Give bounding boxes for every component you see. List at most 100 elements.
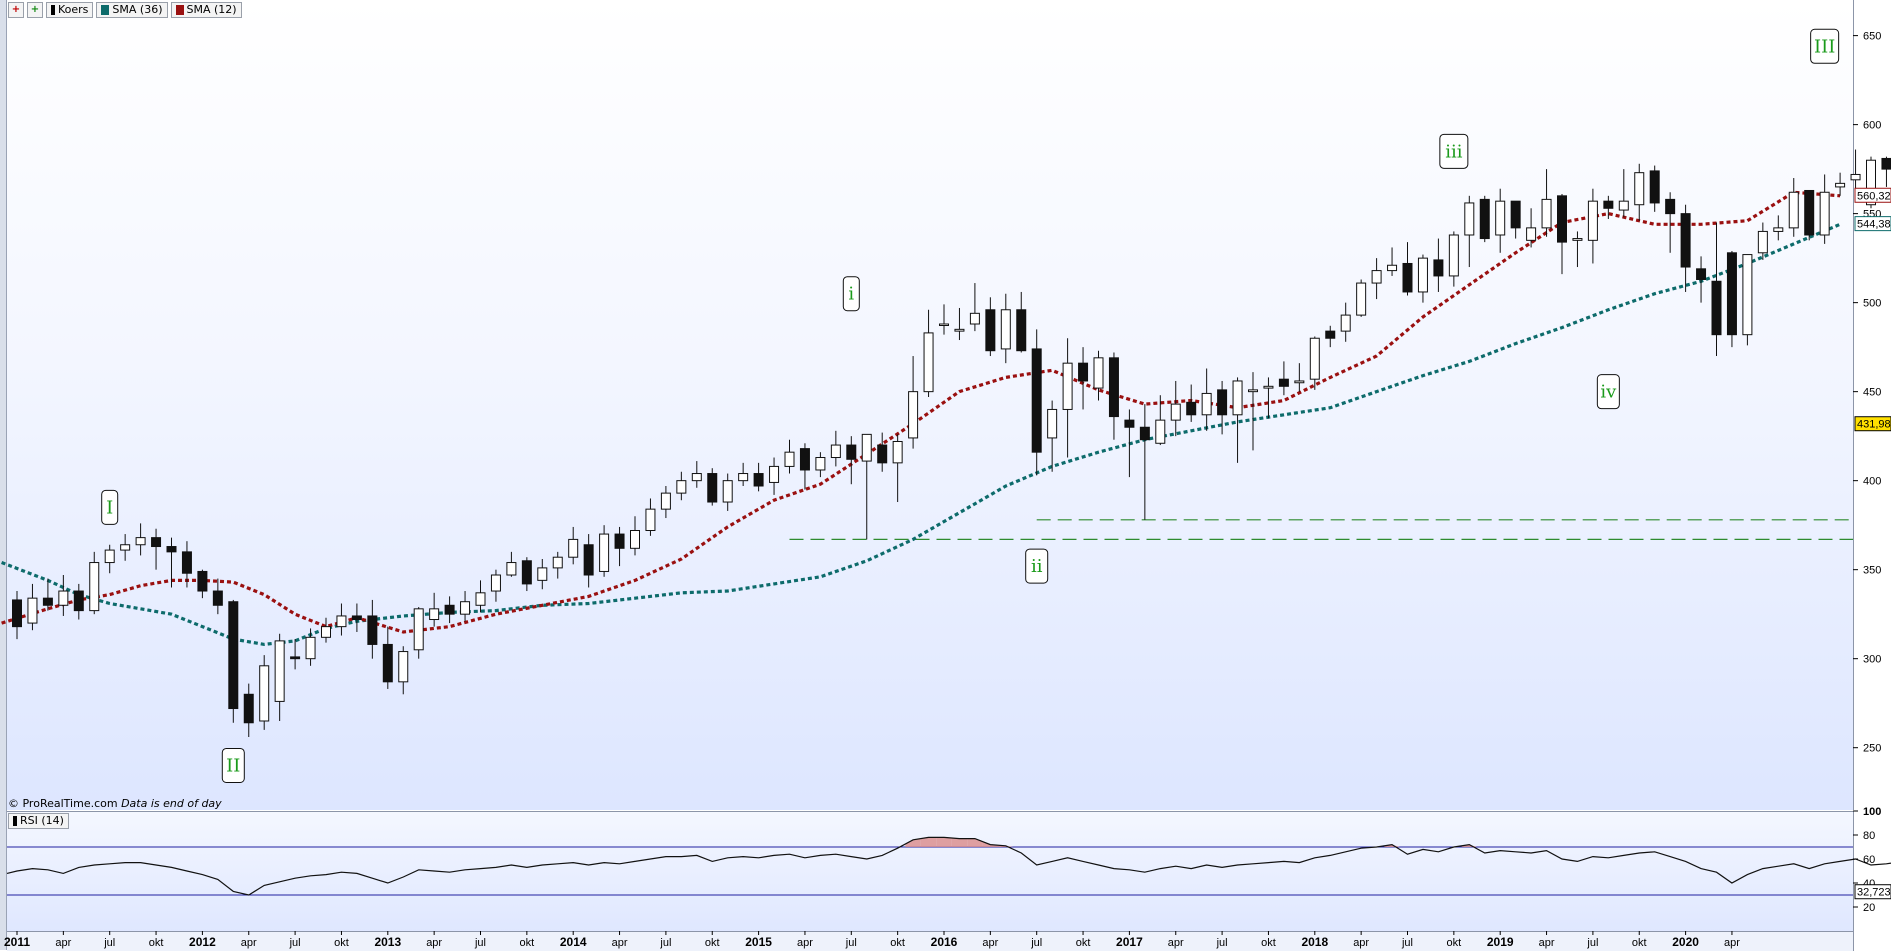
x-tick-label: apr [1353,937,1369,949]
price-value-label-2: 431,98 [1855,417,1891,431]
candle-body [1418,258,1427,292]
candle [739,463,748,486]
legend-item-sma12[interactable]: SMA (12) [171,2,242,18]
candle-body [306,637,315,658]
x-tick-label: jul [659,937,671,949]
candle-body [352,616,361,620]
candle-body [754,474,763,486]
candle-body [1017,310,1026,351]
x-tick-label: apr [55,937,71,949]
candle-body [1697,269,1706,280]
x-tick-label: apr [612,937,628,949]
candle-body [1218,390,1227,415]
candle-body [1156,420,1165,443]
candle-body [1805,190,1814,235]
candle [368,600,377,659]
y-tick-label: 250 [1863,743,1881,755]
candle-body [182,552,191,573]
candle [831,431,840,467]
candle-body [986,310,995,351]
x-tick-label: 2011 [4,935,30,949]
wave-label-text: iv [1600,382,1617,403]
candle [1434,239,1443,292]
add-indicator-button[interactable]: + [27,2,43,18]
candle [661,486,670,518]
candle [1063,338,1072,457]
candle [754,463,763,491]
candle [1171,381,1180,436]
candle [399,646,408,694]
candle-body [430,609,439,620]
x-tick-label: jul [1401,937,1413,949]
legend-item-rsi[interactable]: RSI (14) [8,813,69,829]
candle [105,545,114,573]
x-tick-label: okt [705,937,720,949]
candle [1109,352,1118,439]
candle [507,552,516,577]
x-tick-label: okt [1447,937,1462,949]
wave-label-2: i [843,277,859,311]
wave-label-text: I [106,497,113,518]
candle-body [615,534,624,548]
rsi-swatch [13,816,17,826]
candle [1249,372,1258,450]
candle-body [1758,231,1767,252]
x-tick-label: 2014 [560,935,587,949]
candle-body [970,313,979,324]
candle-body [1079,363,1088,381]
wave-label-4: iii [1440,134,1468,168]
candle-body [399,652,408,682]
zoom-in-button[interactable]: + [8,2,24,18]
x-tick-label: okt [149,937,164,949]
y-tick-label: 350 [1863,565,1881,577]
candle [1789,178,1798,237]
price-value-label-0: 560,32 [1855,188,1891,202]
candle [1279,361,1288,395]
sma36-layer [2,224,1841,644]
candle [1372,258,1381,299]
candle-body [553,557,562,568]
candle [1836,173,1845,196]
candle-body [13,600,22,627]
candle-body [136,538,145,545]
candle-body [538,568,547,580]
price-value-label-1: 544,38 [1855,217,1891,231]
legend-item-koers[interactable]: Koers [46,2,93,18]
candle-body [198,571,207,591]
price-value-text: 560,32 [1857,190,1891,202]
y-tick-label: 450 [1863,387,1881,399]
candle-body [1202,393,1211,414]
y-tick-label: 300 [1863,654,1881,666]
candle-body [862,434,871,461]
x-tick-label: jul [1216,937,1228,949]
candle-body [1604,201,1613,208]
candle-body [275,641,284,702]
candle [152,529,161,570]
x-tick-label: 2019 [1487,935,1514,949]
candle-body [1295,381,1304,383]
candle-body [1542,199,1551,227]
x-tick-label: jul [1030,937,1042,949]
x-tick-label: okt [890,937,905,949]
candle [13,591,22,639]
candle-body [723,481,732,502]
y-tick-label: 650 [1863,31,1881,43]
candle-body [291,657,300,659]
candle [770,458,779,495]
candle-body [1681,214,1690,267]
candle [1712,223,1721,357]
legend-item-sma36[interactable]: SMA (36) [96,2,167,18]
x-tick-label: okt [334,937,349,949]
candle-body [43,598,52,605]
candle-body [1588,201,1597,240]
wave-label-0: I [102,490,118,524]
candle-body [1326,331,1335,338]
wave-label-6: III [1811,29,1839,63]
wave-label-text: II [226,755,240,776]
candle-body [1650,171,1659,203]
candle [600,525,609,577]
candle-body [955,329,964,331]
candle [723,474,732,511]
